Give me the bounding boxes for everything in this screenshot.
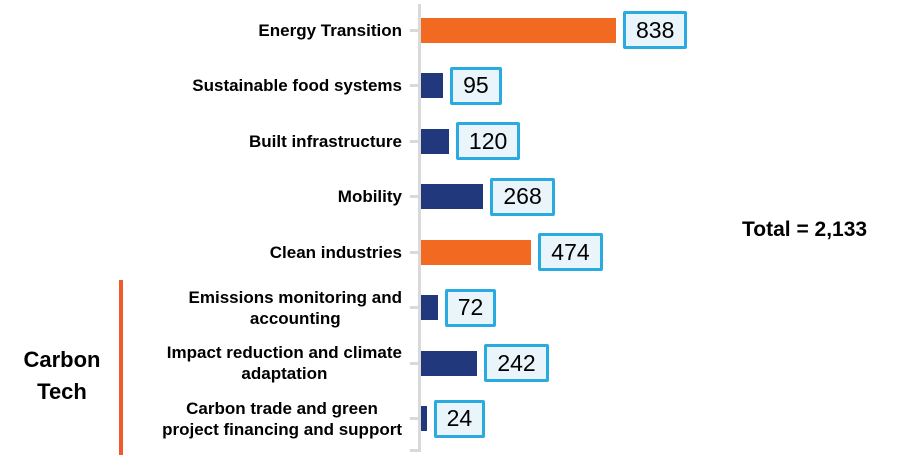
value-label-box: 474 [538,233,603,271]
category-label-row: Emissions monitoring and accounting [0,280,402,336]
bar [421,295,438,320]
category-label: Energy Transition [258,20,402,40]
carbon-tech-group-label: Carbon Tech [23,347,101,404]
category-label-row: Clean industries [0,224,402,280]
value-label-box: 72 [444,288,497,327]
axis-tick [410,195,419,198]
value-label-box: 24 [433,399,486,438]
axis-tick [410,84,419,87]
total-annotation: Total = 2,133 [742,218,868,241]
axis-tick [410,306,419,309]
value-label-box: 242 [484,344,549,382]
value-label-box: 268 [490,177,555,216]
category-axis-line [418,4,421,452]
category-label-row: Carbon trade and green project financing… [0,391,402,447]
category-label: Emissions monitoring and accounting [188,287,402,328]
value-label-box: 120 [455,122,521,160]
axis-tick [410,250,419,254]
category-label-row: Sustainable food systems [0,58,402,114]
axis-end-tick [410,449,419,452]
category-label: Clean industries [269,242,402,262]
value-label-box: 838 [623,11,688,49]
category-label: Mobility [337,187,402,206]
category-label-row: Impact reduction and climate adaptation [0,335,402,391]
bar [421,73,444,98]
bar [421,239,532,265]
axis-tick [410,28,419,32]
category-label-row: Built infrastructure [0,113,402,169]
carbon-tech-bracket [119,280,123,455]
bar [421,406,427,431]
category-label: Impact reduction and climate adaptation [166,343,402,383]
axis-tick [410,417,419,420]
category-label: Built infrastructure [248,131,402,151]
category-label: Sustainable food systems [192,76,402,95]
axis-tick [410,139,419,143]
axis-tick [410,361,419,365]
bar [421,350,478,376]
bar [421,17,616,43]
bar [421,184,484,209]
bar [421,128,449,154]
value-label-box: 95 [450,66,502,105]
category-label-row: Energy Transition [0,2,402,58]
category-label-row: Mobility [0,169,402,225]
category-label: Carbon trade and green project financing… [162,398,402,439]
